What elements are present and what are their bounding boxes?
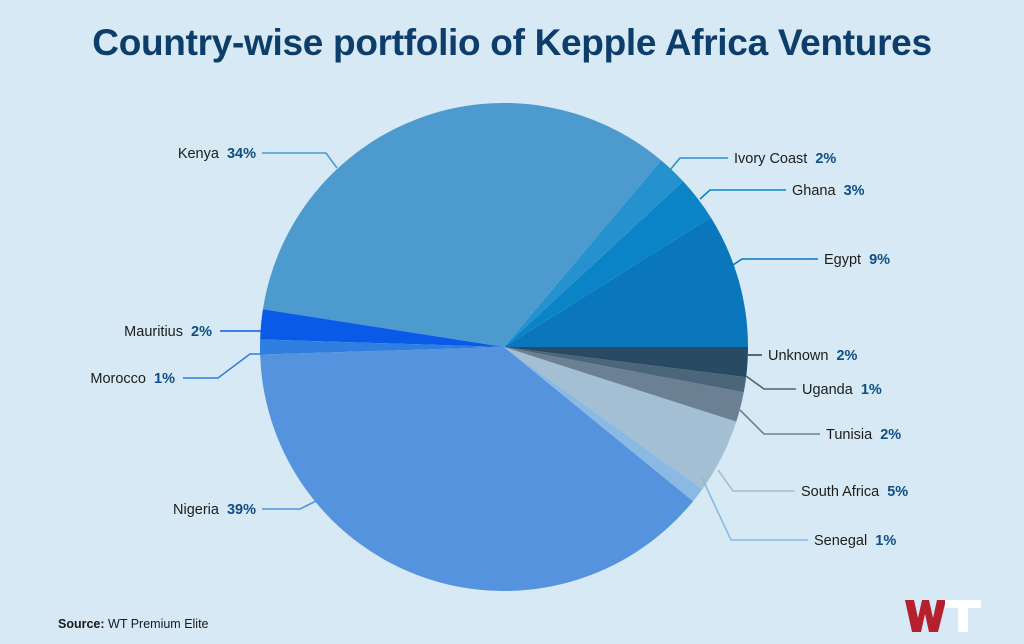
pie-slice-nigeria (260, 347, 694, 592)
slice-label-percent: 5% (887, 484, 908, 500)
slice-label-morocco: Morocco 1% (90, 371, 175, 387)
slice-label-nigeria: Nigeria 39% (173, 502, 256, 518)
slice-label-name: Nigeria (173, 502, 223, 518)
pie-slice-egypt (504, 217, 748, 347)
slice-label-mauritius: Mauritius 2% (124, 324, 212, 340)
slice-label-name: Egypt (824, 252, 865, 268)
leader-line-tunisia (739, 409, 820, 435)
leader-line-south-africa (717, 469, 795, 492)
slice-label-senegal: Senegal 1% (814, 533, 896, 549)
slice-labels: Egypt 9% Ghana 3% Ivory Coast 2% Kenya 34% M… (90, 146, 908, 549)
pie-slice-uganda (504, 347, 747, 393)
slice-label-name: Ghana (792, 183, 840, 199)
slice-label-percent: 1% (875, 533, 896, 549)
slice-label-percent: 2% (815, 151, 836, 167)
pie-slice-tunisia (504, 347, 744, 422)
leader-line-egypt (732, 258, 818, 266)
slice-label-kenya: Kenya 34% (178, 146, 256, 162)
leader-line-nigeria (262, 499, 319, 510)
leader-line-senegal (701, 477, 808, 541)
pie-slice-mauritius (260, 309, 504, 347)
slice-label-name: Morocco (90, 371, 150, 387)
pie-slice-senegal (504, 347, 703, 502)
slice-label-percent: 9% (869, 252, 890, 268)
leader-lines (183, 152, 820, 541)
slice-label-ghana: Ghana 3% (792, 183, 865, 199)
wt-logo (905, 600, 981, 632)
pie-slice-unknown (504, 347, 748, 378)
slice-label-name: Mauritius (124, 324, 187, 340)
slice-label-egypt: Egypt 9% (824, 252, 890, 268)
source-text: WT Premium Elite (108, 617, 209, 631)
chart-title: Country-wise portfolio of Kepple Africa … (92, 22, 932, 63)
pie-slice-ivory-coast (504, 160, 684, 347)
pie-slice-kenya (262, 103, 662, 347)
slice-label-ivory-coast: Ivory Coast 2% (734, 151, 836, 167)
slice-label-uganda: Uganda 1% (802, 382, 882, 398)
pie-slices (260, 103, 748, 592)
source-note: Source: WT Premium Elite (58, 617, 209, 631)
slice-label-percent: 3% (844, 183, 865, 199)
pie-slice-south-africa (504, 347, 737, 490)
slice-label-percent: 1% (861, 382, 882, 398)
slice-label-percent: 1% (154, 371, 175, 387)
slice-label-south-africa: South Africa 5% (801, 484, 908, 500)
slice-label-tunisia: Tunisia 2% (826, 427, 901, 443)
slice-label-name: Senegal (814, 533, 871, 549)
slice-label-name: Ivory Coast (734, 151, 811, 167)
leader-line-kenya (262, 152, 338, 169)
slice-label-name: Kenya (178, 146, 223, 162)
slice-label-percent: 2% (880, 427, 901, 443)
slice-label-name: Uganda (802, 382, 857, 398)
leader-line-morocco (183, 353, 262, 379)
leader-line-ghana (699, 189, 786, 200)
source-prefix: Source: (58, 617, 105, 631)
pie-slice-ghana (504, 181, 711, 347)
slice-label-percent: 34% (227, 146, 256, 162)
leader-line-ivory-coast (669, 157, 728, 171)
pie-slice-morocco (260, 339, 504, 355)
leader-line-uganda (745, 375, 796, 390)
slice-label-name: Tunisia (826, 427, 876, 443)
slice-label-name: South Africa (801, 484, 883, 500)
slice-label-name: Unknown (768, 348, 832, 364)
slice-label-percent: 39% (227, 502, 256, 518)
slice-label-percent: 2% (836, 348, 857, 364)
slice-label-unknown: Unknown 2% (768, 348, 858, 364)
slice-label-percent: 2% (191, 324, 212, 340)
